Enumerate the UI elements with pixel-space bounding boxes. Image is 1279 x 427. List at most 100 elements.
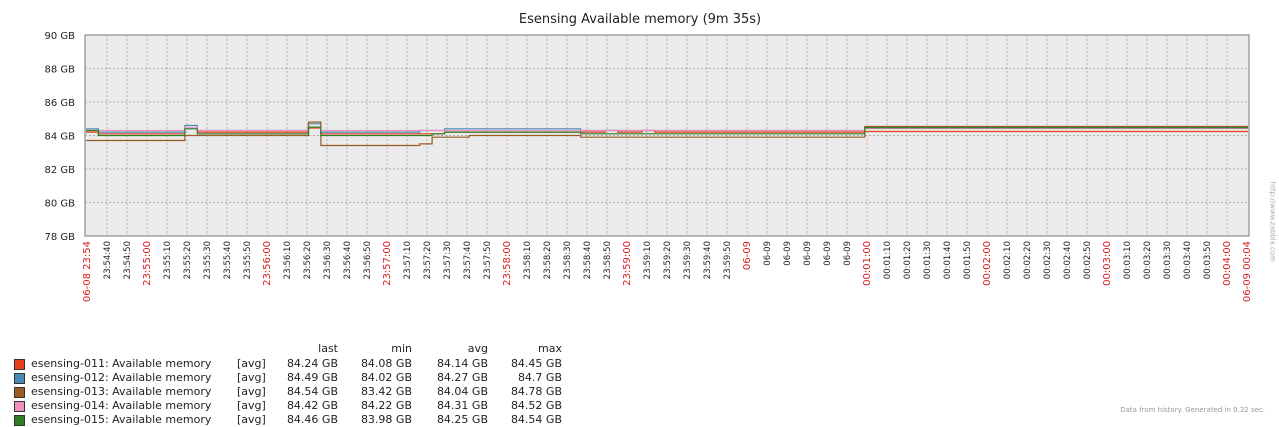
legend-last: 84.24 GB bbox=[286, 357, 338, 370]
legend-min: 83.42 GB bbox=[360, 385, 412, 398]
y-tick-label: 84 GB bbox=[44, 132, 75, 143]
legend-swatch bbox=[14, 401, 25, 412]
legend-row: esensing-011: Available memory [avg] 84.… bbox=[14, 357, 614, 371]
legend-fn: [avg] bbox=[237, 357, 266, 370]
legend-header: last min avg max bbox=[14, 342, 614, 356]
x-tick-label: 23:58:10 bbox=[523, 241, 533, 279]
x-tick-label: 06-09 bbox=[823, 241, 833, 266]
x-tick-label: 06-08 23:54 bbox=[82, 241, 93, 302]
x-tick-label: 23:56:00 bbox=[262, 241, 273, 286]
legend-col-max: max bbox=[538, 342, 562, 355]
legend-min: 84.02 GB bbox=[360, 371, 412, 384]
legend-last: 84.54 GB bbox=[286, 385, 338, 398]
legend-swatch bbox=[14, 387, 25, 398]
y-tick-label: 86 GB bbox=[44, 98, 75, 109]
legend-fn: [avg] bbox=[237, 371, 266, 384]
x-tick-label: 23:59:50 bbox=[723, 241, 733, 279]
x-tick-label: 00:03:10 bbox=[1123, 241, 1133, 279]
legend-name: esensing-012: Available memory bbox=[31, 371, 212, 384]
footer-note: Data from history. Generated in 0.32 sec… bbox=[1120, 406, 1265, 414]
x-tick-label: 23:57:10 bbox=[403, 241, 413, 279]
legend-fn: [avg] bbox=[237, 385, 266, 398]
legend-avg: 84.04 GB bbox=[436, 385, 488, 398]
legend-fn: [avg] bbox=[237, 413, 266, 426]
x-tick-label: 23:54:50 bbox=[123, 241, 133, 279]
legend-row: esensing-014: Available memory [avg] 84.… bbox=[14, 399, 614, 413]
legend-max: 84.54 GB bbox=[510, 413, 562, 426]
x-tick-label: 23:56:40 bbox=[343, 241, 353, 279]
x-tick-label: 23:56:50 bbox=[363, 241, 373, 279]
x-tick-label: 23:57:50 bbox=[483, 241, 493, 279]
x-tick-label: 00:04:00 bbox=[1222, 241, 1233, 286]
series-line bbox=[86, 126, 1248, 137]
x-tick-label: 23:55:00 bbox=[142, 241, 153, 286]
x-tick-label: 23:54:40 bbox=[103, 241, 113, 279]
x-tick-label: 23:58:00 bbox=[502, 241, 513, 286]
x-tick-label: 00:02:40 bbox=[1063, 241, 1073, 279]
legend-max: 84.45 GB bbox=[510, 357, 562, 370]
x-tick-label: 06-09 bbox=[803, 241, 813, 266]
x-tick-label: 23:56:20 bbox=[303, 241, 313, 279]
x-tick-label: 23:55:20 bbox=[183, 241, 193, 279]
x-tick-label: 23:59:40 bbox=[703, 241, 713, 279]
legend-row: esensing-012: Available memory [avg] 84.… bbox=[14, 371, 614, 385]
legend-last: 84.46 GB bbox=[286, 413, 338, 426]
legend-swatch bbox=[14, 373, 25, 384]
legend-col-min: min bbox=[391, 342, 412, 355]
x-tick-label: 00:02:30 bbox=[1043, 241, 1053, 279]
x-tick-label: 23:57:00 bbox=[382, 241, 393, 286]
x-tick-label: 23:58:50 bbox=[603, 241, 613, 279]
side-watermark: http://www.zabbix.com bbox=[1268, 181, 1276, 262]
x-tick-label: 00:02:20 bbox=[1023, 241, 1033, 279]
x-tick-label: 23:55:40 bbox=[223, 241, 233, 279]
y-axis-ticks: 90 GB 88 GB 86 GB 84 GB 82 GB 80 GB 78 GB bbox=[44, 31, 75, 243]
chart-title: Esensing Available memory (9m 35s) bbox=[519, 12, 761, 27]
legend-max: 84.78 GB bbox=[510, 385, 562, 398]
x-tick-label: 23:55:50 bbox=[243, 241, 253, 279]
legend-min: 84.08 GB bbox=[360, 357, 412, 370]
series-line bbox=[86, 126, 1248, 132]
x-tick-label: 00:03:00 bbox=[1102, 241, 1113, 286]
legend-name: esensing-013: Available memory bbox=[31, 385, 212, 398]
x-tick-label: 00:03:30 bbox=[1163, 241, 1173, 279]
legend-avg: 84.25 GB bbox=[436, 413, 488, 426]
x-tick-label: 23:59:00 bbox=[622, 241, 633, 286]
legend-name: esensing-011: Available memory bbox=[31, 357, 212, 370]
x-axis-ticks: 06-08 23:54 23:54:40 23:54:50 23:55:00 23:55… bbox=[82, 241, 1253, 302]
x-tick-label: 06-09 00:04 bbox=[1242, 241, 1253, 302]
x-tick-label: 23:57:20 bbox=[423, 241, 433, 279]
y-tick-label: 80 GB bbox=[44, 199, 75, 210]
legend-swatch bbox=[14, 359, 25, 370]
x-tick-label: 00:02:10 bbox=[1003, 241, 1013, 279]
x-tick-label: 23:55:30 bbox=[203, 241, 213, 279]
x-tick-label: 00:01:20 bbox=[903, 241, 913, 279]
x-tick-label: 23:59:20 bbox=[663, 241, 673, 279]
x-tick-label: 00:01:30 bbox=[923, 241, 933, 279]
series-lines bbox=[86, 121, 1248, 147]
x-tick-label: 23:57:30 bbox=[443, 241, 453, 279]
y-tick-label: 90 GB bbox=[44, 31, 75, 42]
legend-col-avg: avg bbox=[467, 342, 488, 355]
x-tick-label: 23:59:10 bbox=[643, 241, 653, 279]
x-tick-label: 00:01:00 bbox=[862, 241, 873, 286]
legend-name: esensing-015: Available memory bbox=[31, 413, 212, 426]
x-tick-label: 06-09 bbox=[783, 241, 793, 266]
legend-row: esensing-013: Available memory [avg] 84.… bbox=[14, 385, 614, 399]
y-tick-label: 82 GB bbox=[44, 165, 75, 176]
legend-avg: 84.14 GB bbox=[436, 357, 488, 370]
legend-avg: 84.31 GB bbox=[436, 399, 488, 412]
legend-col-last: last bbox=[318, 342, 338, 355]
x-tick-label: 00:02:00 bbox=[982, 241, 993, 286]
x-tick-label: 06-09 bbox=[843, 241, 853, 266]
memory-chart: Esensing Available memory (9m 35s) 90 GB… bbox=[44, 12, 1253, 302]
series-line bbox=[86, 121, 1248, 147]
x-tick-label: 23:56:30 bbox=[323, 241, 333, 279]
x-tick-label: 23:56:10 bbox=[283, 241, 293, 279]
y-tick-label: 78 GB bbox=[44, 232, 75, 243]
x-tick-label: 23:55:10 bbox=[163, 241, 173, 279]
x-tick-label: 23:58:20 bbox=[543, 241, 553, 279]
legend-swatch bbox=[14, 415, 25, 426]
legend-name: esensing-014: Available memory bbox=[31, 399, 212, 412]
x-tick-label: 00:01:50 bbox=[963, 241, 973, 279]
x-tick-label: 00:01:40 bbox=[943, 241, 953, 279]
